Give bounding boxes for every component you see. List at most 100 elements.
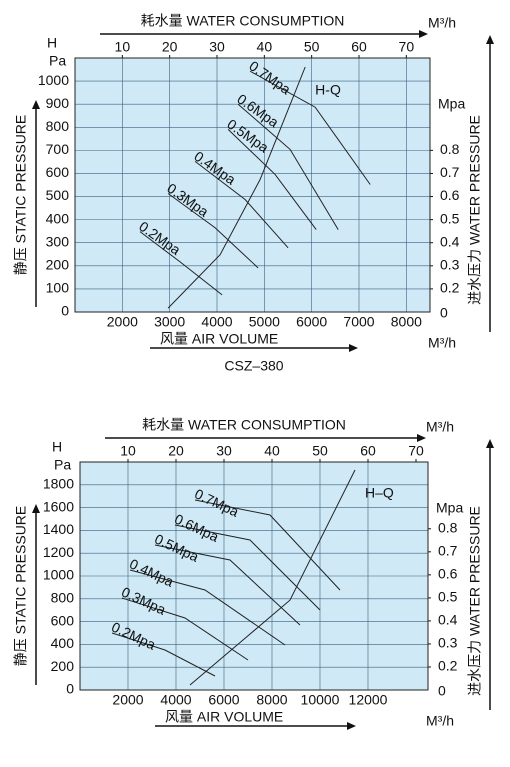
x2-tick-label: 40	[264, 443, 280, 459]
y-tick-label: 200	[46, 257, 70, 273]
y-tick-label: 700	[46, 141, 70, 157]
x-unit: M³/h	[426, 713, 454, 729]
curve	[111, 632, 216, 677]
x2-tick-label: 70	[408, 443, 424, 459]
y-unit: Pa	[49, 53, 66, 69]
x2-tick-label: 50	[304, 39, 320, 55]
y2-tick-label: 0.4	[438, 612, 458, 628]
y-tick-label: 300	[46, 233, 70, 249]
y2-axis-label: 进水压力 WATER PRESSURE	[467, 115, 483, 305]
plot-frame	[74, 57, 431, 313]
y-tick-label: 0	[66, 681, 74, 697]
y2-tick-label: 0.5	[438, 589, 458, 605]
x-tick-label: 7000	[343, 314, 374, 330]
x-tick-label: 12000	[349, 692, 388, 708]
y-tick-label: 400	[46, 210, 70, 226]
x-unit: M³/h	[428, 335, 456, 351]
curve	[167, 193, 259, 269]
x-tick-label: 8000	[391, 314, 422, 330]
curve	[167, 66, 306, 309]
x2-unit: M³/h	[426, 419, 454, 435]
y-symbol: H	[47, 35, 57, 51]
x2-tick-label: 50	[312, 443, 328, 459]
y2-tick-label: 0.7	[440, 164, 460, 180]
x-axis-label: 风量 AIR VOLUME	[165, 709, 283, 725]
x2-tick-label: 60	[351, 39, 367, 55]
curve	[189, 469, 356, 686]
x2-axis-label: 耗水量 WATER CONSUMPTION	[142, 417, 346, 433]
y-axis-label: 静压 STATIC PRESSURE	[13, 506, 29, 667]
x-tick-label: 8000	[256, 692, 287, 708]
y-tick-label: 800	[46, 118, 70, 134]
y-tick-label: 1800	[43, 476, 74, 492]
y-tick-label: 1400	[43, 521, 74, 537]
curve	[154, 544, 301, 626]
arrow-head	[486, 35, 494, 44]
y-tick-label: 500	[46, 187, 70, 203]
y2-axis-label: 进水压力 WATER PRESSURE	[467, 506, 483, 696]
y-tick-label: 600	[46, 164, 70, 180]
x2-tick-label: 60	[360, 443, 376, 459]
y2-tick-label: 0.3	[440, 257, 460, 273]
x2-tick-label: 10	[120, 443, 136, 459]
x2-tick-label: 30	[209, 39, 225, 55]
y2-tick-label: 0.8	[440, 141, 460, 157]
x-tick-label: 2000	[107, 314, 138, 330]
curve	[227, 129, 317, 230]
x-tick-label: 6000	[296, 314, 327, 330]
y-tick-label: 0	[61, 303, 69, 319]
y2-tick-label: 0.6	[440, 187, 460, 203]
arrow-head	[419, 30, 428, 38]
y-symbol: H	[52, 439, 62, 455]
arrow-head	[349, 344, 358, 352]
y-axis-label: 静压 STATIC PRESSURE	[13, 115, 29, 276]
y-tick-label: 1600	[43, 498, 74, 514]
curve	[249, 70, 371, 185]
x2-tick-label: 40	[257, 39, 273, 55]
curve	[121, 597, 249, 661]
y2-tick-label: 0.2	[440, 280, 460, 296]
x2-tick-label: 10	[115, 39, 131, 55]
x-tick-label: 10000	[301, 692, 340, 708]
chart-title: CSZ–380	[224, 358, 283, 374]
y-tick-label: 100	[46, 280, 70, 296]
y2-tick-label: 0.3	[438, 635, 458, 651]
y-tick-label: 1000	[43, 567, 74, 583]
arrow-head	[486, 439, 494, 448]
curve-label: H-Q	[315, 82, 341, 98]
curve	[139, 231, 223, 296]
y-tick-label: 400	[51, 635, 75, 651]
y2-tick-label: 0.5	[440, 210, 460, 226]
x-tick-label: 3000	[154, 314, 185, 330]
x-axis-label: 风量 AIR VOLUME	[160, 331, 278, 347]
y-tick-label: 1200	[43, 544, 74, 560]
y2-tick-label: 0.6	[438, 566, 458, 582]
y2-tick-label: 0.7	[438, 543, 458, 559]
y-tick-label: 1000	[38, 72, 69, 88]
x2-tick-label: 20	[168, 443, 184, 459]
arrow-head	[32, 504, 40, 513]
y2-tick-label: 0.8	[438, 519, 458, 535]
y2-unit: Mpa	[436, 500, 463, 516]
y2-corner-label: 0	[440, 305, 448, 321]
arrow-head	[32, 100, 40, 109]
plot-background	[75, 58, 430, 312]
y2-corner-label: 0	[438, 683, 446, 699]
x2-axis-label: 耗水量 WATER CONSUMPTION	[141, 13, 345, 29]
x2-tick-label: 20	[162, 39, 178, 55]
y2-unit: Mpa	[438, 96, 465, 112]
y-unit: Pa	[54, 457, 71, 473]
x-tick-label: 4000	[160, 692, 191, 708]
arrow-head	[347, 722, 356, 730]
curve	[237, 103, 339, 230]
x2-tick-label: 70	[399, 39, 415, 55]
curve	[194, 161, 289, 249]
x-tick-label: 5000	[249, 314, 280, 330]
y-tick-label: 600	[51, 612, 75, 628]
y2-tick-label: 0.2	[438, 658, 458, 674]
y-tick-label: 800	[51, 590, 75, 606]
curve-label: H–Q	[365, 485, 394, 501]
arrow-head	[417, 434, 426, 442]
